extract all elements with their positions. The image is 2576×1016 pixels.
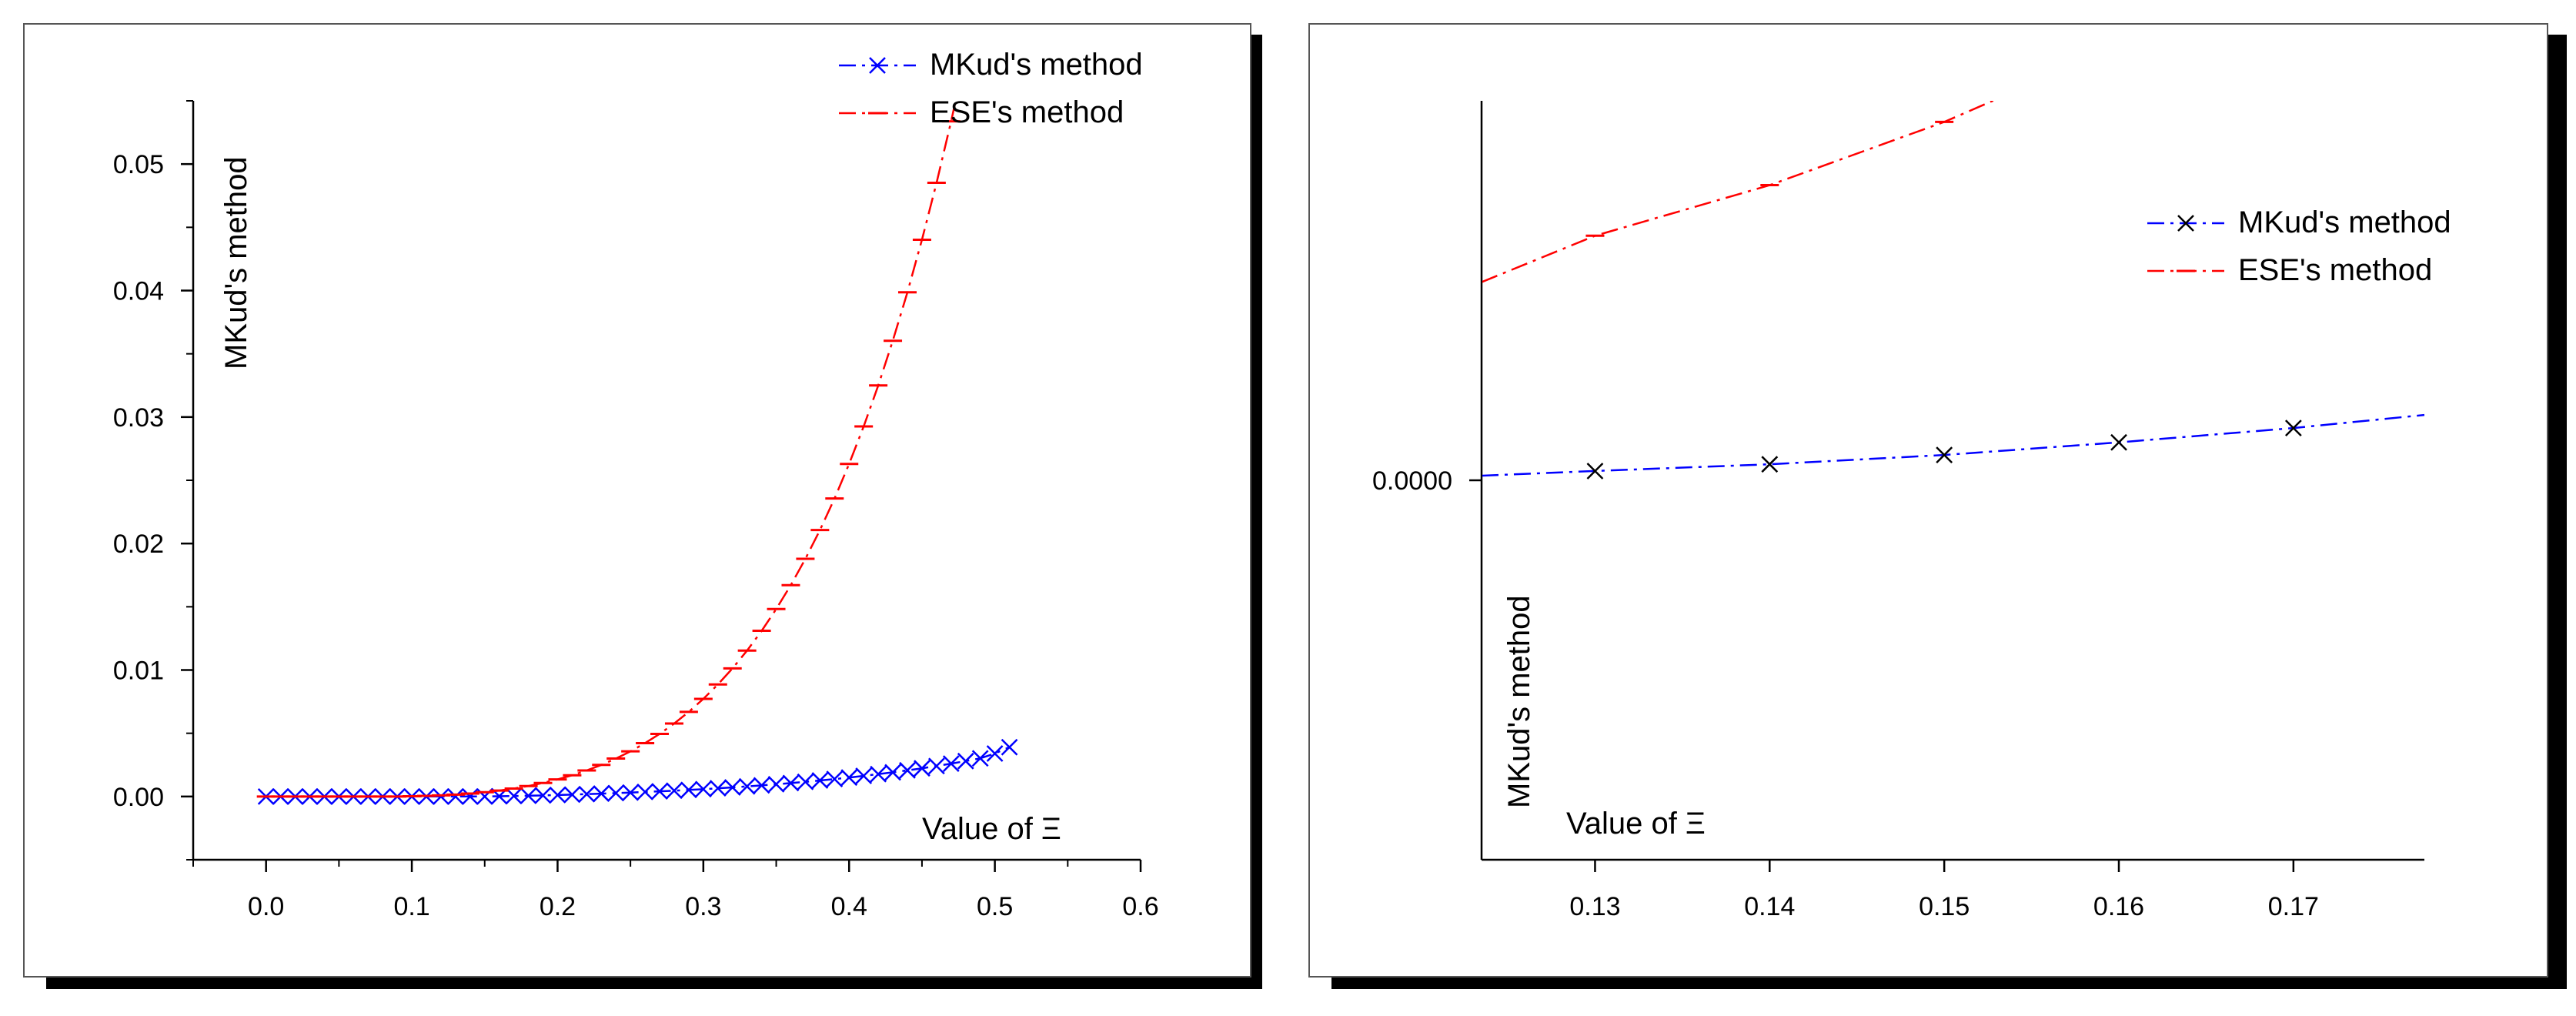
left-series-mkud-point: [694, 780, 712, 798]
right-y-tick-label: 0.0000: [1372, 466, 1452, 496]
left-series-mkud-point: [855, 767, 873, 784]
left-y-tick-label: 0.03: [113, 403, 164, 433]
left-series-mkud-point: [986, 745, 1004, 762]
left-legend-mkud-marker: [869, 57, 886, 74]
left-series-mkud-point: [651, 783, 668, 800]
left-series-mkud-point: [899, 761, 916, 779]
left-series-mkud-point: [607, 784, 625, 802]
left-x-tick-label: 0.5: [977, 892, 1013, 921]
right-x-tick-label: 0.15: [1919, 892, 1970, 921]
right-series-mkud-point: [1586, 463, 1604, 480]
left-series-mkud-point: [578, 785, 596, 803]
left-series-mkud-point: [767, 776, 785, 793]
left-series-mkud-point: [563, 786, 581, 804]
left-x-axis-label: Value of Ξ: [922, 812, 1061, 846]
chart-right: 0.13 0.14 0.15 0.16 0.17 0.0000 MKud's method E…: [1308, 0, 2576, 1016]
right-series-mkud-line: [1482, 413, 2425, 477]
left-series-mkud-point: [914, 760, 931, 777]
left-series-ese: [256, 101, 961, 798]
right-y-axis-label: MKud's method: [1502, 595, 1536, 808]
right-series-ese-line: [1482, 101, 1996, 283]
left-series-mkud-point: [782, 774, 800, 792]
chart-left: 0.0 0.1 0.2 0.3 0.4 0.5 0.6 0.00 0.01 0.02 0.03 0.0…: [0, 0, 1278, 1016]
left-series-mkud-point: [680, 781, 697, 799]
chart-left-plot: 0.0 0.1 0.2 0.3 0.4 0.5 0.6 0.00 0.01 0.02 0.03 0.0…: [113, 48, 1159, 921]
left-y-tick-label: 0.01: [113, 657, 164, 686]
left-series-mkud-point: [1001, 738, 1018, 756]
right-legend-ese-label: ESE's method: [2238, 253, 2432, 287]
left-y-tick-label: 0.04: [113, 277, 164, 306]
left-series-mkud-point: [797, 773, 814, 790]
left-series-mkud-point: [723, 779, 741, 796]
left-series-mkud-point: [884, 764, 901, 781]
left-series-mkud-point: [826, 770, 844, 788]
left-series-mkud-point: [505, 787, 523, 805]
left-x-tick-label: 0.3: [685, 892, 721, 921]
left-series-mkud-point: [738, 777, 756, 795]
left-series-mkud-point: [622, 784, 640, 801]
right-legend-mkud: MKud's method: [2147, 206, 2451, 239]
right-series-mkud-point: [2110, 433, 2127, 451]
left-series-mkud-point: [927, 757, 945, 775]
left-series-mkud-point: [811, 772, 829, 789]
right-x-tick-label: 0.17: [2268, 892, 2319, 921]
right-legend-mkud-label: MKud's method: [2238, 206, 2451, 239]
left-legend-ese-label: ESE's method: [930, 95, 1124, 129]
left-x-tick-label: 0.4: [831, 892, 867, 921]
right-series-ese: [1482, 101, 1996, 283]
right-legend-mkud-marker: [2177, 215, 2194, 232]
left-series-mkud-point: [534, 787, 552, 804]
right-series-mkud-point: [2284, 419, 2302, 436]
left-series-mkud-point: [971, 750, 989, 767]
right-series-mkud-point: [1936, 446, 1953, 464]
left-x-tick-label: 0.1: [393, 892, 429, 921]
left-legend-mkud-label: MKud's method: [930, 48, 1143, 82]
left-y-tick-label: 0.05: [113, 150, 164, 179]
left-series-mkud-point: [461, 787, 479, 805]
right-x-axis-label: Value of Ξ: [1566, 807, 1706, 841]
left-series-mkud-point: [942, 755, 960, 772]
left-series-mkud-point: [870, 765, 887, 783]
left-legend-mkud: MKud's method: [839, 48, 1143, 82]
right-legend-ese: ESE's method: [2147, 253, 2432, 287]
left-series-mkud-point: [636, 784, 653, 800]
left-series-mkud-point: [666, 782, 683, 800]
left-y-tick-label: 0.02: [113, 530, 164, 559]
right-x-tick-label: 0.13: [1569, 892, 1620, 921]
left-series-mkud-point: [520, 787, 537, 804]
left-series-mkud-point: [549, 786, 566, 804]
right-series-mkud: [1482, 413, 2425, 480]
left-series-mkud-point: [593, 785, 610, 802]
left-series-mkud-point: [709, 780, 727, 797]
left-series-mkud-point: [753, 777, 770, 794]
left-x-tick-label: 0.6: [1122, 892, 1158, 921]
left-y-axis-label: MKud's method: [219, 156, 253, 369]
left-series-mkud-point: [840, 769, 858, 787]
left-legend-ese: ESE's method: [839, 95, 1124, 129]
right-series-mkud-point: [1761, 456, 1779, 473]
left-y-tick-label: 0.00: [113, 783, 164, 812]
left-series-mkud-line: [266, 746, 1011, 798]
left-series-mkud-point: [447, 787, 464, 805]
right-x-tick-label: 0.16: [2093, 892, 2144, 921]
right-x-tick-label: 0.14: [1744, 892, 1795, 921]
left-x-tick-label: 0.0: [248, 892, 284, 921]
left-series-ese-line: [266, 101, 957, 798]
left-series-mkud: [257, 738, 1018, 805]
left-x-tick-label: 0.2: [540, 892, 576, 921]
left-series-mkud-point: [957, 752, 974, 770]
chart-right-plot: 0.13 0.14 0.15 0.16 0.17 0.0000 MKud's method E…: [1372, 101, 2451, 921]
